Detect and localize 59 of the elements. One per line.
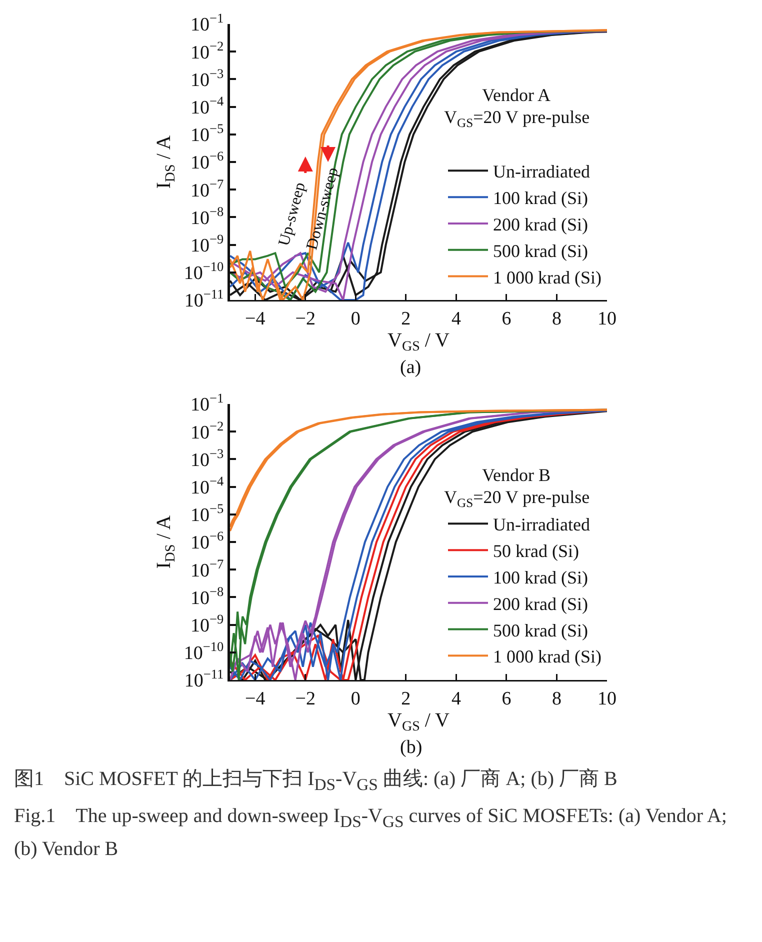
legend-label: 100 krad (Si) bbox=[493, 568, 588, 588]
y-tick-label: 10$^{−9}$ bbox=[190, 231, 224, 256]
x-tick-label: 2 bbox=[401, 688, 411, 710]
legend-label: 50 krad (Si) bbox=[493, 541, 579, 562]
y-tick-label: 10$^{−4}$ bbox=[190, 93, 224, 118]
y-tick-label: 10$^{−6}$ bbox=[190, 528, 224, 554]
legend-label: 500 krad (Si) bbox=[493, 240, 588, 261]
legend-label: 500 krad (Si) bbox=[493, 620, 588, 640]
y-tick-label: 10$^{−11}$ bbox=[184, 286, 224, 312]
y-tick-label: 10$^{−8}$ bbox=[190, 204, 224, 229]
legend-label: Un-irradiated bbox=[493, 162, 590, 182]
legend-label: 1 000 krad (Si) bbox=[493, 267, 602, 288]
legend-label: Un-irradiated bbox=[493, 514, 590, 535]
y-tick-label: 10$^{−4}$ bbox=[190, 473, 224, 498]
text: (b) bbox=[400, 737, 422, 758]
legend-label: 100 krad (Si) bbox=[493, 188, 588, 208]
y-tick-label: 10$^{−1}$ bbox=[190, 10, 224, 36]
x-tick-label: 4 bbox=[451, 308, 462, 330]
text: (a) bbox=[400, 357, 422, 378]
y-tick-label: 10$^{−2}$ bbox=[190, 418, 224, 444]
legend-label: 200 krad (Si) bbox=[493, 214, 588, 234]
x-tick-label: −2 bbox=[295, 308, 316, 330]
x-axis-title: V$_{GS}$ / V bbox=[388, 710, 450, 735]
x-tick-label: −4 bbox=[245, 308, 266, 330]
x-tick-label: −2 bbox=[295, 688, 316, 710]
y-tick-label: 10$^{−3}$ bbox=[190, 446, 224, 471]
x-tick-label: −4 bbox=[245, 688, 266, 710]
x-axis-title: V$_{GS}$ / V bbox=[388, 330, 450, 355]
legend-label: 1 000 krad (Si) bbox=[493, 646, 602, 667]
y-tick-label: 10$^{−8}$ bbox=[190, 584, 224, 609]
y-tick-label: 10$^{−2}$ bbox=[190, 38, 224, 64]
x-tick-label: 2 bbox=[401, 308, 411, 330]
annotation: V$_{GS}$=20 V pre-pulse bbox=[444, 487, 590, 510]
y-tick-label: 10$^{−6}$ bbox=[190, 148, 224, 174]
x-tick-label: 8 bbox=[552, 688, 562, 710]
y-tick-label: 10$^{−5}$ bbox=[190, 121, 224, 146]
annotation: Vendor A bbox=[482, 85, 550, 105]
x-tick-label: 4 bbox=[451, 688, 462, 710]
x-tick-label: 8 bbox=[552, 308, 562, 330]
text: Fig.1 The up-sweep and down-sweep I$_{DS}$-V$_{GS}$ curves of SiC MOSFETs: (a) Vendor A; (b) Vendor B bbox=[14, 805, 727, 860]
annotation: Vendor B bbox=[482, 465, 550, 485]
x-tick-label: 10 bbox=[598, 688, 616, 710]
legend-label: 200 krad (Si) bbox=[493, 594, 588, 614]
x-tick-label: 0 bbox=[350, 308, 360, 330]
y-tick-label: 10$^{−11}$ bbox=[184, 666, 224, 692]
y-tick-label: 10$^{−5}$ bbox=[190, 501, 224, 526]
x-tick-label: 10 bbox=[598, 308, 616, 330]
y-tick-label: 10$^{−1}$ bbox=[190, 390, 224, 416]
y-tick-label: 10$^{−7}$ bbox=[190, 176, 224, 202]
annotation: V$_{GS}$=20 V pre-pulse bbox=[444, 107, 590, 130]
y-tick-label: 10$^{−3}$ bbox=[190, 66, 224, 91]
y-tick-label: 10$^{−10}$ bbox=[184, 259, 224, 284]
y-tick-label: 10$^{−10}$ bbox=[184, 639, 224, 664]
y-tick-label: 10$^{−9}$ bbox=[190, 611, 224, 636]
caption: 图1 SiC MOSFET 的上扫与下扫 I$_{DS}$-V$_{GS}$ 曲线: (a) 厂商 A; (b) 厂商 B bbox=[14, 767, 618, 796]
x-tick-label: 0 bbox=[350, 688, 360, 710]
x-tick-label: 6 bbox=[502, 308, 512, 330]
y-tick-label: 10$^{−7}$ bbox=[190, 556, 224, 582]
x-tick-label: 6 bbox=[502, 688, 512, 710]
